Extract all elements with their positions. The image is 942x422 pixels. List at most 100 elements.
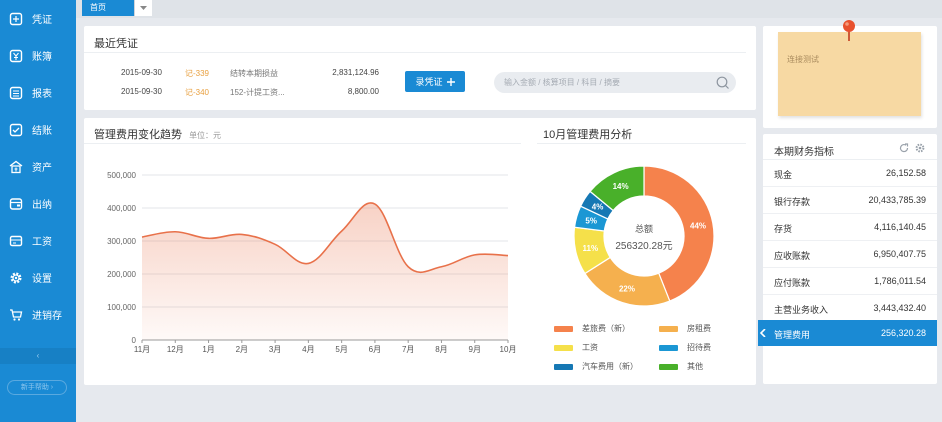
legend-item[interactable]: 汽车费用（新） bbox=[554, 361, 638, 372]
donut-slice-label: 11% bbox=[583, 244, 599, 253]
nav-label: 进销存 bbox=[32, 311, 62, 322]
chevron-down-icon bbox=[140, 6, 147, 10]
tab-dropdown-button[interactable] bbox=[134, 0, 152, 16]
indicator-label: 应收账款 bbox=[774, 251, 811, 261]
legend-item[interactable]: 差旅费（新） bbox=[554, 323, 630, 334]
nav-label: 出纳 bbox=[32, 200, 52, 211]
search-input[interactable] bbox=[504, 75, 704, 90]
indicator-label: 管理费用 bbox=[774, 330, 811, 340]
voucher-row[interactable]: 2015-09-30 记-339 结转本期损益 2,831,124.96 bbox=[121, 68, 381, 82]
recent-vouchers-card: 最近凭证 2015-09-30 记-339 结转本期损益 2,831,124.9… bbox=[84, 26, 756, 110]
legend-swatch bbox=[659, 344, 678, 351]
nav-item-checkout[interactable]: 结账 bbox=[0, 111, 76, 148]
add-voucher-button[interactable]: 录凭证 bbox=[405, 71, 465, 92]
x-tick-label: 8月 bbox=[435, 345, 447, 354]
indicators-title: 本期财务指标 bbox=[774, 147, 834, 158]
divider bbox=[84, 143, 521, 144]
search-icon[interactable] bbox=[715, 75, 730, 90]
sidebar: 凭证 账簿 报表 结账 资产 出纳 工资 设置 进销存 ‹ 新手帮助 › bbox=[0, 0, 76, 422]
y-tick-label: 200,000 bbox=[107, 270, 136, 279]
trend-line bbox=[141, 202, 509, 274]
expense-donut-chart: 44% 22% 11% 5% 4% 14% bbox=[573, 165, 715, 307]
indicator-label: 现金 bbox=[774, 170, 793, 180]
y-tick-label: 500,000 bbox=[107, 171, 136, 180]
legend-item[interactable]: 房租费 bbox=[659, 323, 711, 334]
tab-home[interactable]: 首页 bbox=[82, 0, 140, 16]
legend-label: 招待费 bbox=[687, 343, 711, 352]
indicator-row-payable[interactable]: 应付账款 1,786,011.54 bbox=[763, 268, 937, 295]
nav-item-ledger[interactable]: 账簿 bbox=[0, 37, 76, 74]
legend-item[interactable]: 其他 bbox=[659, 361, 703, 372]
nav-label: 资产 bbox=[32, 163, 52, 174]
settings-gear-icon[interactable] bbox=[915, 143, 925, 153]
indicator-label: 存货 bbox=[774, 224, 793, 234]
y-tick-label: 300,000 bbox=[107, 237, 136, 246]
indicator-row-cash[interactable]: 现金 26,152.58 bbox=[763, 160, 937, 187]
trend-title-text: 管理费用变化趋势 bbox=[94, 129, 182, 141]
indicator-row-revenue[interactable]: 主营业务收入 3,443,432.40 bbox=[763, 295, 937, 322]
voucher-number[interactable]: 记-339 bbox=[185, 69, 210, 78]
x-tick-label: 12月 bbox=[167, 345, 184, 354]
indicator-row-receivable[interactable]: 应收账款 6,950,407.75 bbox=[763, 241, 937, 268]
report-icon bbox=[9, 86, 23, 100]
x-tick-label: 1月 bbox=[202, 345, 214, 354]
voucher-icon bbox=[9, 12, 23, 26]
legend-swatch bbox=[554, 325, 573, 332]
x-tick-label: 2月 bbox=[236, 345, 248, 354]
indicator-value: 4,116,140.45 bbox=[874, 222, 926, 232]
nav-item-voucher[interactable]: 凭证 bbox=[0, 0, 76, 37]
legend-item[interactable]: 工资 bbox=[554, 342, 598, 353]
indicator-value: 6,950,407.75 bbox=[873, 249, 926, 259]
x-tick-label: 11月 bbox=[134, 345, 150, 354]
nav-item-asset[interactable]: 资产 bbox=[0, 148, 76, 185]
indicator-row-admin-expense[interactable]: 管理费用 256,320.28 bbox=[758, 320, 937, 346]
checkout-icon bbox=[9, 123, 23, 137]
donut-slice bbox=[643, 165, 715, 302]
sidebar-collapse-button[interactable]: ‹ bbox=[0, 348, 76, 364]
indicator-value: 3,443,432.40 bbox=[873, 303, 926, 313]
nav-item-cashier[interactable]: 出纳 bbox=[0, 185, 76, 222]
voucher-date: 2015-09-30 bbox=[121, 87, 162, 96]
asset-icon bbox=[9, 160, 23, 174]
new-guide-button[interactable]: 新手帮助 › bbox=[7, 380, 67, 395]
gear-icon bbox=[9, 271, 23, 285]
legend-label: 其他 bbox=[687, 362, 703, 371]
voucher-search bbox=[494, 72, 736, 93]
trend-title: 管理费用变化趋势 单位：元 bbox=[94, 126, 221, 142]
sticky-note[interactable]: 连接测试 bbox=[778, 32, 921, 116]
tab-bar: 首页 bbox=[76, 0, 942, 18]
legend-label: 差旅费（新） bbox=[582, 324, 630, 333]
recent-vouchers-title: 最近凭证 bbox=[94, 38, 138, 50]
x-tick-label: 4月 bbox=[302, 345, 314, 354]
nav-item-report[interactable]: 报表 bbox=[0, 74, 76, 111]
voucher-row[interactable]: 2015-09-30 记-340 152-计提工资... 8,800.00 bbox=[121, 87, 381, 101]
indicator-row-bank[interactable]: 银行存款 20,433,785.39 bbox=[763, 187, 937, 214]
nav-label: 工资 bbox=[32, 237, 52, 248]
expense-trend-chart: 0 100,000 200,000 300,000 400,000 500,000 11月 1… bbox=[107, 171, 516, 354]
indicator-row-inventory[interactable]: 存货 4,116,140.45 bbox=[763, 214, 937, 241]
indicator-label: 应付账款 bbox=[774, 278, 811, 288]
donut-center-label: 总额 bbox=[634, 224, 653, 234]
donut-slice-label: 44% bbox=[690, 222, 706, 231]
indicator-label: 主营业务收入 bbox=[774, 305, 829, 315]
nav-label: 账簿 bbox=[32, 52, 52, 63]
nav-label: 报表 bbox=[32, 89, 52, 100]
legend-item[interactable]: 招待费 bbox=[659, 342, 711, 353]
nav-item-inventory[interactable]: 进销存 bbox=[0, 296, 76, 333]
nav-item-salary[interactable]: 工资 bbox=[0, 222, 76, 259]
donut-center-value: 256320.28元 bbox=[615, 241, 673, 252]
legend-swatch bbox=[659, 363, 678, 370]
cashier-icon bbox=[9, 197, 23, 211]
x-tick-label: 7月 bbox=[402, 345, 414, 354]
refresh-icon[interactable] bbox=[899, 143, 909, 153]
voucher-number[interactable]: 记-340 bbox=[185, 88, 210, 97]
divider bbox=[763, 159, 937, 160]
donut-slice bbox=[589, 165, 645, 212]
legend-label: 房租费 bbox=[687, 324, 711, 333]
salary-icon bbox=[9, 234, 23, 248]
x-tick-label: 6月 bbox=[369, 345, 381, 354]
nav-item-settings[interactable]: 设置 bbox=[0, 259, 76, 296]
indicator-value: 256,320.28 bbox=[880, 328, 926, 338]
voucher-amount: 8,800.00 bbox=[347, 87, 379, 96]
add-voucher-label: 录凭证 bbox=[415, 77, 443, 87]
